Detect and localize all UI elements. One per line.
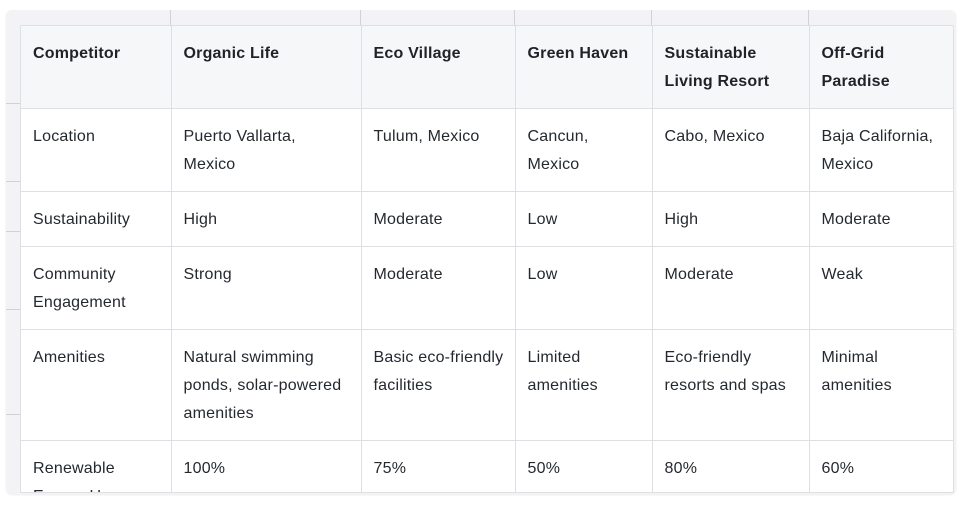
table-cell: Eco-friendly resorts and spas: [652, 329, 810, 441]
row-divider-tick: [6, 309, 20, 310]
table-cell: Strong: [171, 246, 362, 330]
table-cell: Moderate: [361, 246, 516, 330]
header-cell-competitor: Competitor: [21, 26, 172, 109]
comparison-table-container: Competitor Organic Life Eco Village Gree…: [20, 25, 954, 493]
row-label-cell: Renewable Energy Use: [21, 440, 172, 492]
column-divider-tick: [360, 10, 361, 26]
header-cell-sustainable-living-resort: Sustainable Living Resort: [652, 26, 810, 109]
column-divider-tick: [170, 10, 171, 26]
competitor-comparison-table: Competitor Organic Life Eco Village Gree…: [21, 26, 953, 492]
column-divider-tick: [514, 10, 515, 26]
table-row-location: Location Puerto Vallarta, Mexico Tulum, …: [21, 108, 953, 192]
table-cell: Limited amenities: [515, 329, 653, 441]
header-cell-eco-village: Eco Village: [361, 26, 516, 109]
table-row-amenities: Amenities Natural swimming ponds, solar-…: [21, 329, 953, 441]
table-cell: Natural swimming ponds, solar-powered am…: [171, 329, 362, 441]
table-cell: Weak: [809, 246, 953, 330]
table-row-sustainability: Sustainability High Moderate Low High Mo…: [21, 191, 953, 247]
table-cell: Puerto Vallarta, Mexico: [171, 108, 362, 192]
row-divider-tick: [6, 414, 20, 415]
table-cell: Moderate: [361, 191, 516, 247]
row-divider-tick: [6, 181, 20, 182]
table-cell: 75%: [361, 440, 516, 492]
table-header-row: Competitor Organic Life Eco Village Gree…: [21, 26, 953, 109]
table-cell: High: [652, 191, 810, 247]
table-cell: 60%: [821, 460, 855, 477]
table-cell: Low: [515, 246, 653, 330]
row-label-cell: Community Engagement: [21, 246, 172, 330]
table-cell: 100%: [171, 440, 362, 492]
table-cell: Moderate: [652, 246, 810, 330]
table-cell: 50%: [515, 440, 653, 492]
row-label-cell: Sustainability: [21, 191, 172, 247]
table-cell: Minimal amenities: [809, 329, 953, 441]
table-row-renewable-energy-use: Renewable Energy Use 100% 75% 50% 80% 60…: [21, 440, 953, 492]
row-divider-tick: [6, 231, 20, 232]
column-divider-tick: [808, 10, 809, 26]
header-cell-off-grid-paradise: Off-Grid Paradise: [809, 26, 953, 109]
table-cell: Cabo, Mexico: [652, 108, 810, 192]
row-label-cell: Amenities: [21, 329, 172, 441]
table-cell: Low: [515, 191, 653, 247]
header-cell-organic-life: Organic Life: [171, 26, 362, 109]
table-cell: Tulum, Mexico: [361, 108, 516, 192]
table-cell: Cancun, Mexico: [515, 108, 653, 192]
table-cell: Baja California, Mexico: [809, 108, 953, 192]
row-label-cell: Location: [21, 108, 172, 192]
table-row-community-engagement: Community Engagement Strong Moderate Low…: [21, 246, 953, 330]
table-cell: Moderate: [809, 191, 953, 247]
table-cell: 80%: [652, 440, 810, 492]
header-cell-green-haven: Green Haven: [515, 26, 653, 109]
row-divider-tick: [6, 103, 20, 104]
table-cell: Basic eco-friendly facilities: [361, 329, 516, 441]
table-cell: High: [171, 191, 362, 247]
column-divider-tick: [651, 10, 652, 26]
